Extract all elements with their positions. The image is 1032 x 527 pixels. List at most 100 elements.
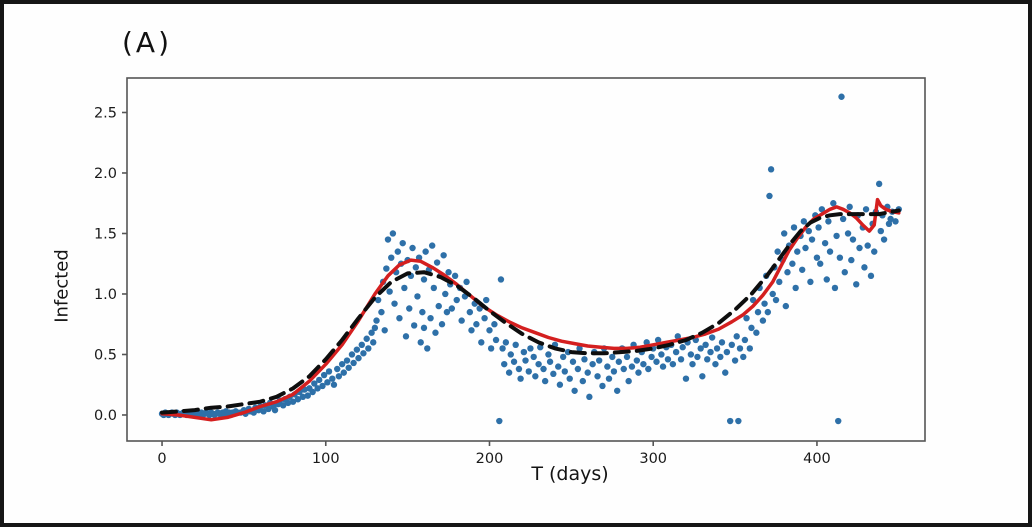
scatter-point (648, 353, 655, 361)
scatter-point (722, 369, 729, 376)
scatter-point (409, 244, 416, 252)
scatter-point (487, 345, 495, 352)
scatter-point (659, 363, 667, 370)
scatter-point (501, 360, 508, 368)
scatter-point (875, 180, 883, 188)
scatter-point (335, 373, 343, 380)
y-tick-label: 0.0 (94, 408, 117, 424)
scatter-point (805, 227, 812, 235)
scatter-point (466, 308, 474, 316)
scatter-point (764, 308, 772, 316)
scatter-point (440, 252, 447, 259)
scatter-point (483, 296, 490, 304)
scatter-point (505, 369, 513, 376)
scatter-point (355, 354, 362, 362)
scatter-point (389, 230, 397, 237)
scatter-point (689, 360, 696, 368)
x-axis-label: T (days) (531, 463, 609, 485)
scatter-point (432, 329, 439, 336)
scatter-point (623, 353, 631, 361)
scatter-point (589, 360, 596, 368)
scatter-point (424, 345, 431, 352)
scatter-point (817, 260, 824, 267)
scatter-point (329, 375, 336, 382)
scatter-point (530, 353, 537, 361)
scatter-point (371, 324, 379, 332)
scatter-point (532, 373, 539, 380)
scatter-point (856, 244, 863, 252)
scatter-point (800, 218, 808, 225)
scatter-point (836, 254, 844, 261)
scatter-point (443, 308, 451, 316)
scatter-point (864, 242, 871, 249)
scatter-point (391, 300, 398, 307)
scatter-point (610, 368, 618, 375)
scatter-point (848, 256, 855, 264)
scatter-point (718, 339, 726, 346)
scatter-point (422, 248, 429, 255)
scatter-point (653, 358, 660, 365)
scatter-point (478, 339, 485, 346)
scatter-point (522, 357, 529, 364)
scatter-point (374, 296, 382, 304)
scatter-point (394, 248, 402, 255)
scatter-point (694, 353, 701, 361)
scatter-point (279, 402, 287, 409)
scatter-point (492, 336, 500, 344)
scatter-point (383, 265, 390, 272)
scatter-point (830, 200, 837, 207)
scatter-point (381, 327, 388, 334)
scatter-point (401, 284, 408, 292)
scatter-point (525, 368, 532, 375)
scatter-point (396, 314, 403, 322)
scatter-point (468, 327, 475, 334)
scatter-point (759, 317, 767, 324)
scatter-point (761, 300, 768, 307)
scatter-point (802, 244, 809, 252)
scatter-point (420, 324, 428, 332)
scatter-point (569, 358, 577, 365)
scatter-point (540, 365, 547, 373)
scatter-point (871, 248, 878, 255)
scatter-point (862, 206, 870, 213)
scatter-point (769, 290, 776, 298)
scatter-point (365, 345, 372, 352)
scatter-point (535, 360, 542, 368)
scatter-point (373, 317, 380, 324)
scatter-point (885, 220, 893, 228)
scatter-point (679, 344, 686, 351)
scatter-point (294, 396, 302, 403)
y-tick-label: 2.0 (94, 166, 117, 182)
scatter-point (826, 248, 834, 255)
scatter-point (433, 259, 441, 266)
scatter-point (735, 417, 742, 425)
scatter-point (831, 284, 839, 292)
scatter-point (846, 203, 853, 211)
scatter-point (794, 248, 801, 255)
scatter-point (790, 224, 798, 231)
scatter-point (620, 365, 627, 373)
scatter-point (330, 381, 338, 388)
scatter-point (821, 239, 829, 247)
scatter-point (776, 278, 783, 286)
scatter-point (353, 346, 361, 353)
x-tick-label: 300 (639, 451, 667, 467)
scatter-point (324, 379, 331, 386)
scatter-point (463, 278, 470, 286)
scatter-point (736, 345, 744, 352)
scatter-point (561, 368, 569, 375)
scatter-point (707, 348, 714, 356)
scatter-point (311, 380, 318, 387)
scatter-point (748, 324, 755, 332)
scatter-point (515, 365, 523, 373)
scatter-point (774, 248, 781, 255)
scatter-point (414, 293, 421, 300)
scatter-point (740, 353, 747, 361)
scatter-point (319, 382, 326, 390)
scatter-point (658, 351, 665, 358)
scatter-point (556, 381, 564, 388)
scatter-point (360, 350, 367, 357)
scatter-point (550, 370, 557, 378)
scatter-point (784, 269, 791, 276)
